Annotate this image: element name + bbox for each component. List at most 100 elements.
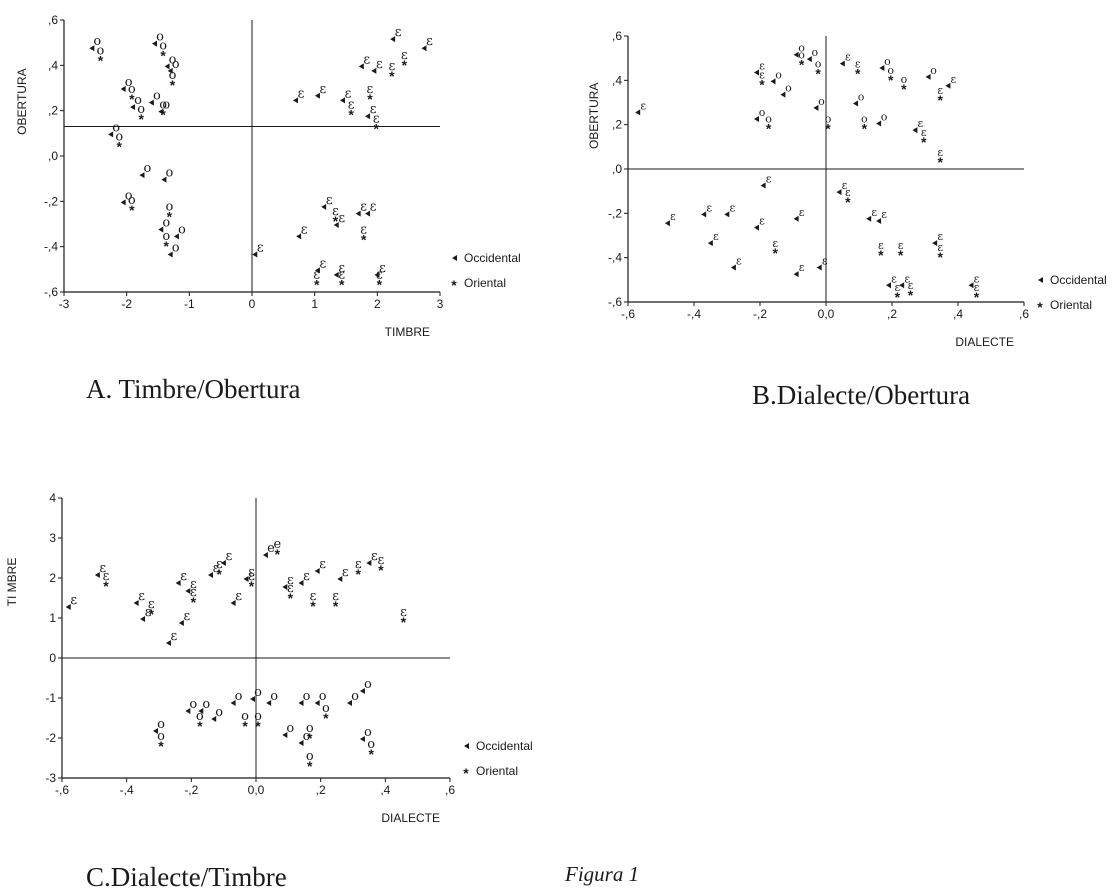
point-label: o [235, 689, 243, 704]
point-label: ε [319, 557, 326, 572]
point-label: o [162, 98, 170, 113]
point-label: o [861, 113, 868, 126]
legend-oriental-label: Oriental [1050, 298, 1092, 312]
occidental-point [754, 224, 759, 231]
figure-caption: Figura 1 [565, 862, 640, 886]
point-label: ε [303, 569, 310, 584]
oriental-point: * [314, 277, 320, 293]
point-label: ε [371, 549, 378, 564]
oriental-point: * [249, 578, 255, 594]
point-label: ε [845, 186, 851, 199]
point-label: ε [822, 255, 828, 268]
occidental-point [333, 271, 339, 278]
point-label: o [153, 89, 161, 104]
oriental-point: * [937, 92, 943, 108]
occidental-point [243, 576, 249, 582]
occidental-point [153, 728, 158, 734]
y-tick-label: -,4 [44, 240, 58, 254]
occidental-point [886, 282, 891, 289]
oriental-point: * [367, 91, 373, 107]
y-tick-label: 1 [49, 611, 56, 625]
point-label: ε [881, 208, 887, 221]
point-label: ε [248, 569, 255, 584]
point-label: o [798, 42, 805, 55]
point-label: ε [298, 86, 305, 101]
oriental-point: * [160, 48, 166, 64]
occidental-point [65, 604, 71, 610]
occidental-point [282, 584, 288, 590]
occidental-point [158, 108, 164, 115]
point-label: ε [99, 561, 106, 576]
occidental-point [173, 233, 179, 240]
oriental-point: * [389, 68, 395, 84]
oriental-point: * [167, 209, 173, 225]
x-tick-label: -,6 [55, 783, 69, 797]
oriental-point: * [323, 710, 329, 726]
occidental-point [365, 113, 371, 120]
point-label: ε [937, 241, 943, 254]
point-label: ε [332, 204, 339, 219]
oriental-point: * [103, 578, 109, 594]
scatter-plot-b: -,6 -,4 -,2 0,0 ,2 ,4 ,6 ,6 ,4 ,2 ,0 -,2 -,4 -,6 DIALE… [587, 29, 1107, 349]
occidental-point [359, 736, 365, 742]
point-label: o [144, 161, 152, 176]
occidental-point [108, 131, 114, 138]
occidental-point [120, 199, 126, 206]
occidental-point [230, 600, 236, 606]
legend-oriental-marker: * [1037, 299, 1043, 315]
point-label: o [270, 689, 278, 704]
point-label: ε [226, 549, 233, 564]
point-label: ε [974, 281, 980, 294]
oriental-point: * [921, 134, 927, 150]
point-label: o [137, 102, 145, 117]
point-label: ε [326, 193, 333, 208]
occidental-point [701, 211, 707, 218]
occidental-point [724, 211, 730, 218]
occidental-point [780, 91, 786, 98]
occidental-point [185, 588, 191, 594]
occidental-point [293, 97, 298, 104]
occidental-point [366, 560, 372, 566]
panel-caption: C.Dialecte/Timbre [86, 862, 287, 892]
point-label: ε [190, 577, 197, 592]
point-label: o [241, 709, 249, 724]
oriental-point: * [288, 590, 294, 606]
point-label: o [759, 106, 766, 119]
occidental-point [250, 696, 255, 702]
point-label: o [798, 48, 805, 61]
y-tick-label: -,6 [44, 285, 58, 299]
oriental-point: * [356, 566, 362, 582]
occidental-point [337, 576, 343, 582]
point-label: o [159, 98, 167, 113]
point-label: o [785, 82, 792, 95]
y-tick-label: ,0 [48, 149, 58, 163]
legend-oriental-label: Oriental [464, 276, 506, 290]
oriental-point: * [401, 614, 407, 630]
occidental-point [876, 217, 882, 224]
oriental-point: * [160, 107, 166, 123]
point-label: ε [257, 240, 264, 255]
oriental-point: * [117, 138, 123, 154]
occidental-point [314, 700, 320, 706]
chart-panel-b: -,6 -,4 -,2 0,0 ,2 ,4 ,6 ,6 ,4 ,2 ,0 -,2 -,4 -,6 DIALE… [580, 0, 1112, 420]
occidental-point [816, 264, 822, 271]
y-tick-label: -2 [45, 731, 56, 745]
x-tick-label: ,4 [953, 307, 963, 321]
occidental-point [139, 172, 145, 179]
point-label: ε [898, 239, 904, 252]
point-label: ε [766, 173, 772, 186]
occidental-point [140, 616, 146, 622]
occidental-point [912, 127, 918, 134]
point-label: o [858, 91, 865, 104]
point-label: o [901, 73, 908, 86]
point-label: o [884, 55, 891, 68]
occidental-point [754, 116, 759, 123]
occidental-point [314, 568, 320, 574]
point-label: ε [426, 34, 433, 49]
occidental-point [635, 109, 641, 116]
point-label: ε [348, 98, 355, 113]
point-label: ε [338, 268, 345, 283]
point-label: ε [845, 51, 851, 64]
point-label: ε [951, 73, 957, 86]
oriental-point: * [339, 277, 345, 293]
